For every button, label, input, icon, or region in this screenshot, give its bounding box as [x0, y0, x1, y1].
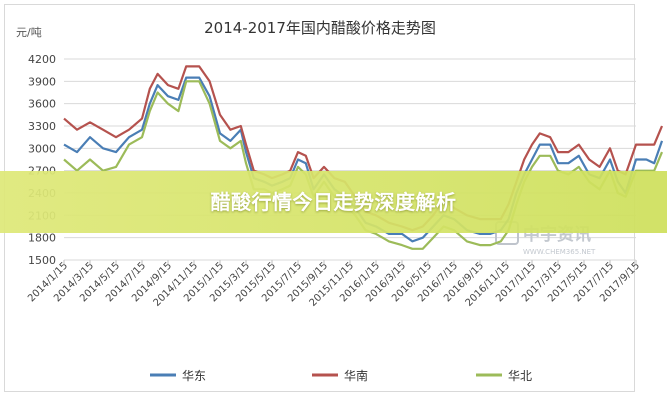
- y-tick-label: 3300: [28, 120, 56, 133]
- headline-banner: [0, 171, 667, 233]
- y-tick-label: 3000: [28, 142, 56, 155]
- y-tick-label: 1800: [28, 232, 56, 245]
- legend: 华东 华南 华北: [150, 368, 532, 383]
- legend-label: 华北: [508, 369, 532, 383]
- y-tick-labels: 4200390036003300300027002400210018001500: [28, 53, 56, 267]
- headline-banner-text: 醋酸行情今日走势深度解析: [210, 190, 457, 214]
- y-tick-label: 1500: [28, 254, 56, 267]
- legend-label: 华南: [344, 368, 368, 383]
- watermark-subtext: WWW.CHEM365.NET: [523, 248, 596, 256]
- y-tick-label: 4200: [28, 53, 56, 66]
- y-tick-label: 3900: [28, 75, 56, 88]
- y-axis-unit-label: 元/吨: [16, 26, 42, 39]
- x-tick-labels: 2014/1/152014/3/152014/5/152014/7/152014…: [26, 260, 642, 309]
- chart-title: 2014-2017年国内醋酸价格走势图: [204, 19, 436, 37]
- legend-label: 华东: [182, 369, 206, 383]
- y-tick-label: 3600: [28, 98, 56, 111]
